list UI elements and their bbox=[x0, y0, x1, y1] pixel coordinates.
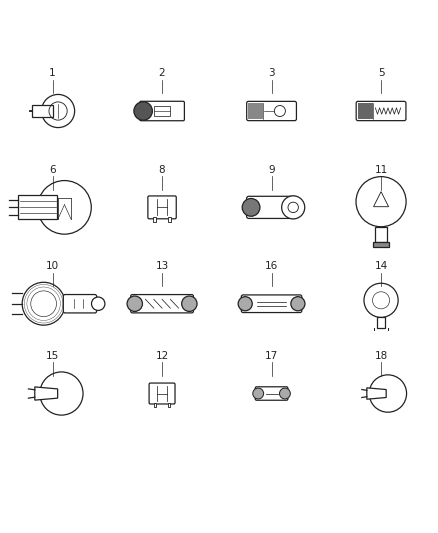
FancyBboxPatch shape bbox=[64, 295, 97, 313]
Circle shape bbox=[369, 375, 406, 412]
Bar bbox=[375, 227, 387, 243]
Circle shape bbox=[92, 297, 105, 310]
Circle shape bbox=[253, 388, 264, 399]
FancyBboxPatch shape bbox=[358, 103, 373, 119]
Circle shape bbox=[127, 296, 142, 311]
Text: 17: 17 bbox=[265, 351, 278, 361]
FancyBboxPatch shape bbox=[148, 196, 176, 219]
Circle shape bbox=[356, 176, 406, 227]
Polygon shape bbox=[367, 388, 386, 399]
Circle shape bbox=[282, 196, 305, 219]
Bar bbox=[154, 402, 156, 407]
FancyBboxPatch shape bbox=[248, 103, 263, 119]
Circle shape bbox=[134, 102, 152, 120]
FancyBboxPatch shape bbox=[149, 383, 175, 404]
Text: 15: 15 bbox=[46, 351, 59, 361]
Bar bbox=[373, 243, 389, 247]
Text: 18: 18 bbox=[374, 351, 388, 361]
Bar bbox=[168, 402, 170, 407]
FancyBboxPatch shape bbox=[131, 295, 194, 313]
Text: 1: 1 bbox=[49, 68, 56, 78]
Circle shape bbox=[279, 388, 290, 399]
Circle shape bbox=[242, 198, 260, 216]
Bar bbox=[154, 107, 170, 116]
Text: 3: 3 bbox=[268, 68, 275, 78]
Bar bbox=[153, 217, 156, 222]
FancyBboxPatch shape bbox=[32, 105, 53, 117]
Circle shape bbox=[182, 296, 197, 311]
Text: 16: 16 bbox=[265, 261, 278, 271]
Text: 10: 10 bbox=[46, 261, 59, 271]
Text: 2: 2 bbox=[159, 68, 166, 78]
FancyBboxPatch shape bbox=[247, 101, 297, 120]
FancyBboxPatch shape bbox=[140, 101, 184, 121]
Circle shape bbox=[238, 297, 252, 311]
Circle shape bbox=[42, 94, 74, 127]
Text: 14: 14 bbox=[374, 261, 388, 271]
Polygon shape bbox=[35, 387, 58, 400]
Circle shape bbox=[364, 283, 398, 317]
Text: 5: 5 bbox=[378, 68, 385, 78]
FancyBboxPatch shape bbox=[255, 387, 288, 400]
Text: 6: 6 bbox=[49, 165, 56, 174]
Circle shape bbox=[291, 297, 305, 311]
Circle shape bbox=[40, 372, 83, 415]
FancyBboxPatch shape bbox=[247, 196, 297, 219]
FancyBboxPatch shape bbox=[18, 196, 57, 219]
FancyBboxPatch shape bbox=[356, 101, 406, 120]
Circle shape bbox=[38, 181, 91, 234]
Text: 13: 13 bbox=[155, 261, 169, 271]
Text: 9: 9 bbox=[268, 165, 275, 174]
Bar bbox=[168, 217, 171, 222]
Text: 12: 12 bbox=[155, 351, 169, 361]
Circle shape bbox=[288, 202, 298, 213]
Bar bbox=[377, 317, 385, 328]
Text: 11: 11 bbox=[374, 165, 388, 174]
Circle shape bbox=[31, 291, 57, 317]
Text: 8: 8 bbox=[159, 165, 166, 174]
Circle shape bbox=[22, 282, 65, 325]
FancyBboxPatch shape bbox=[241, 295, 302, 312]
